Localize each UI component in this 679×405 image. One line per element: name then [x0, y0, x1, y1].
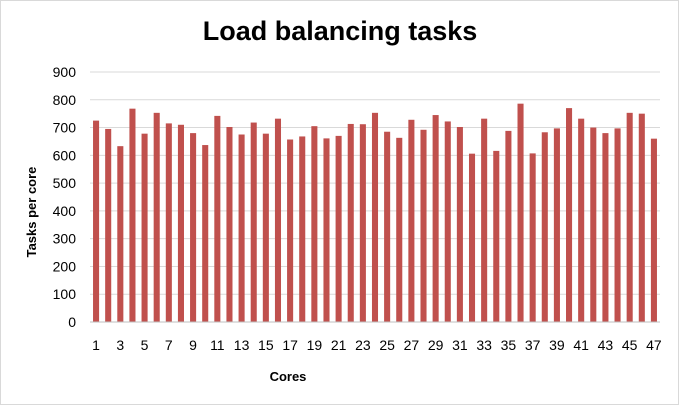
bar-core-39: [553, 128, 560, 322]
x-tick-label: 27: [404, 337, 420, 353]
x-tick-labels: 1 3 5 7 9 11 13 15 17 19 21 23 25 27 29 31 33 35 37 39 41 43 4…: [92, 337, 662, 353]
bar-core-38: [541, 132, 548, 322]
y-tick-label: 600: [53, 147, 77, 163]
x-tick-label: 3: [116, 337, 124, 353]
gridlines: [90, 71, 660, 295]
x-tick-label: 23: [355, 337, 371, 353]
bar-core-5: [141, 133, 148, 322]
bar-core-13: [238, 134, 245, 322]
bar-core-36: [517, 103, 524, 323]
x-tick-label: 25: [379, 337, 395, 353]
bar-core-17: [287, 139, 294, 322]
bar-core-14: [250, 122, 257, 322]
y-tick-label: 300: [53, 231, 77, 247]
y-axis-title: Tasks per core: [24, 167, 39, 258]
bar-core-30: [444, 121, 451, 322]
bar-core-8: [177, 124, 184, 323]
bars: [93, 103, 657, 323]
bar-core-32: [468, 153, 476, 322]
bar-core-2: [105, 128, 112, 322]
y-tick-label: 800: [53, 92, 77, 108]
bar-core-11: [214, 115, 221, 322]
bar-core-15: [262, 133, 269, 322]
bar-core-44: [614, 128, 621, 322]
bar-core-12: [226, 127, 233, 322]
bar-core-28: [420, 129, 427, 322]
bar-core-47: [650, 138, 657, 322]
bar-core-37: [529, 153, 536, 322]
x-tick-label: 41: [573, 337, 589, 353]
bar-core-27: [408, 119, 415, 323]
x-tick-label: 21: [331, 337, 347, 353]
bar-core-43: [602, 133, 609, 322]
bar-core-3: [117, 146, 124, 322]
y-tick-label: 500: [53, 175, 77, 191]
y-tick-label: 0: [68, 314, 76, 330]
bar-core-40: [566, 108, 573, 322]
bar-core-23: [359, 124, 366, 322]
x-tick-label: 19: [307, 337, 323, 353]
x-axis-title: Cores: [270, 369, 307, 384]
bar-core-4: [129, 108, 136, 323]
x-tick-label: 47: [646, 337, 662, 353]
bar-core-45: [626, 112, 633, 322]
y-tick-label: 100: [53, 286, 77, 302]
bar-core-19: [311, 126, 318, 323]
bar-core-35: [505, 130, 512, 322]
bar-core-20: [323, 138, 330, 322]
x-tick-label: 11: [210, 337, 225, 353]
x-tick-label: 33: [476, 337, 492, 353]
x-tick-label: 43: [598, 337, 614, 353]
bar-core-7: [165, 123, 172, 322]
bar-core-25: [384, 131, 391, 322]
bar-core-21: [335, 135, 342, 322]
y-tick-label: 900: [53, 64, 77, 80]
x-tick-label: 13: [234, 337, 250, 353]
bar-core-41: [578, 118, 585, 323]
x-tick-label: 17: [282, 337, 298, 353]
y-tick-label: 200: [53, 258, 77, 274]
y-tick-labels: 0 100 200 300 400 500 600 700 800 900: [53, 64, 77, 330]
bar-core-10: [202, 145, 209, 322]
bar-core-33: [481, 118, 488, 323]
bar-core-18: [299, 136, 306, 322]
x-tick-label: 9: [189, 337, 197, 353]
bar-core-6: [153, 112, 160, 322]
chart-title: Load balancing tasks: [203, 16, 478, 46]
y-tick-label: 400: [53, 203, 77, 219]
x-tick-label: 5: [141, 337, 149, 353]
bar-core-1: [93, 120, 100, 322]
bar-core-9: [190, 133, 197, 322]
x-tick-label: 35: [501, 337, 517, 353]
bar-core-24: [371, 112, 379, 322]
bar-core-31: [456, 127, 463, 322]
x-tick-label: 1: [92, 337, 100, 353]
x-tick-label: 7: [165, 337, 173, 353]
x-tick-label: 31: [452, 337, 468, 353]
x-tick-label: 45: [622, 337, 638, 353]
bar-core-42: [590, 127, 597, 322]
x-tick-label: 29: [428, 337, 444, 353]
x-tick-label: 15: [258, 337, 274, 353]
x-tick-label: 39: [549, 337, 565, 353]
y-tick-label: 700: [53, 120, 77, 136]
bar-core-34: [493, 150, 500, 322]
bar-core-46: [638, 113, 645, 323]
x-tick-label: 37: [525, 337, 541, 353]
bar-core-26: [396, 137, 403, 322]
bar-core-16: [274, 118, 282, 323]
bar-core-29: [432, 115, 439, 322]
bar-core-22: [347, 123, 354, 322]
